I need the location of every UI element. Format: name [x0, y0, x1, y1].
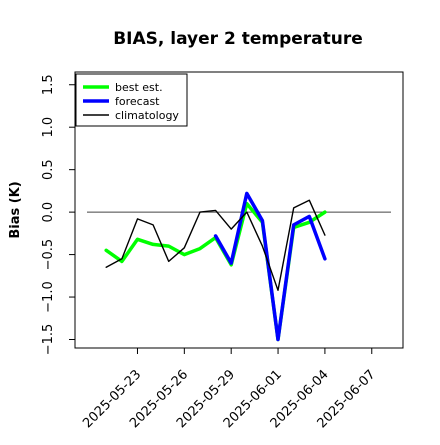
y-tick-label: 1.5 — [41, 74, 56, 95]
series-line-climatology — [105, 199, 326, 291]
plot-frame — [74, 71, 404, 349]
chart-title: BIAS, layer 2 temperature — [113, 29, 363, 49]
y-tick-label: −1.0 — [41, 281, 56, 313]
y-tick-label: 1.0 — [41, 117, 56, 138]
y-tick-label: −1.5 — [41, 324, 56, 356]
y-tick-label: 0.0 — [41, 202, 56, 223]
legend-label: forecast — [115, 95, 160, 108]
series-line-best-est — [104, 201, 327, 342]
y-tick-label: 0.5 — [41, 159, 56, 180]
y-axis-label: Bias (K) — [8, 181, 23, 238]
series-line-forecast — [213, 191, 327, 342]
y-tick-label: −0.5 — [41, 239, 56, 271]
legend-label: best est. — [115, 81, 163, 94]
legend-label: climatology — [115, 109, 179, 122]
